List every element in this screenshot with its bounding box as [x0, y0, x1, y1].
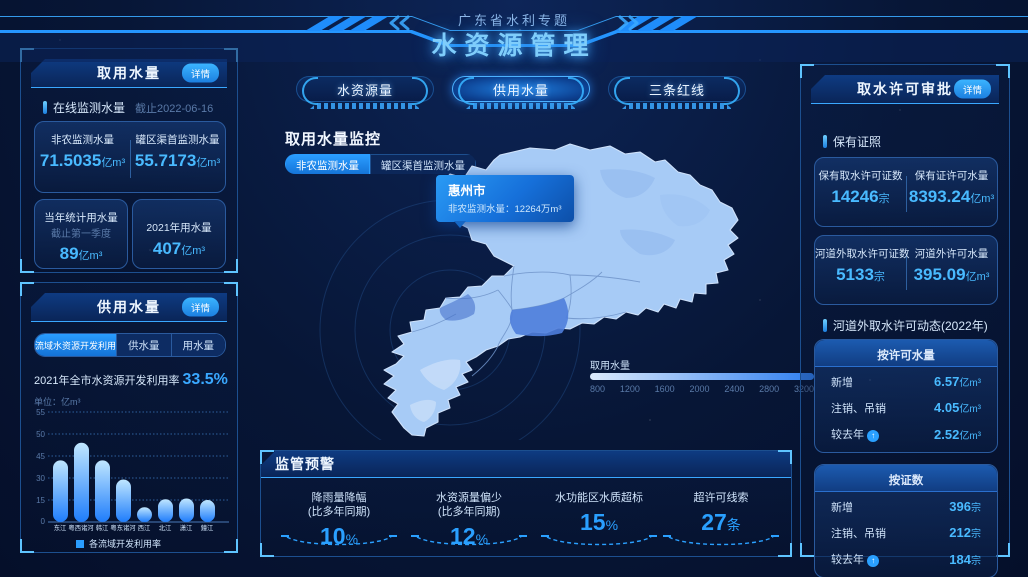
svg-text:15: 15 — [36, 496, 45, 505]
svg-text:鐘江: 鐘江 — [201, 523, 214, 532]
svg-text:东江: 东江 — [54, 523, 67, 532]
svg-text:粤西诸河: 粤西诸河 — [68, 523, 94, 532]
svg-text:45: 45 — [36, 452, 45, 461]
svg-text:粤东诸河: 粤东诸河 — [110, 523, 136, 532]
svg-text:30: 30 — [36, 474, 45, 483]
svg-text:西江: 西江 — [138, 524, 151, 532]
svg-text:50: 50 — [36, 430, 45, 439]
svg-text:北江: 北江 — [159, 524, 172, 532]
svg-text:0: 0 — [41, 517, 46, 526]
svg-text:潇江: 潇江 — [180, 523, 193, 532]
svg-text:55: 55 — [36, 408, 45, 417]
svg-text:韩江: 韩江 — [96, 523, 109, 532]
